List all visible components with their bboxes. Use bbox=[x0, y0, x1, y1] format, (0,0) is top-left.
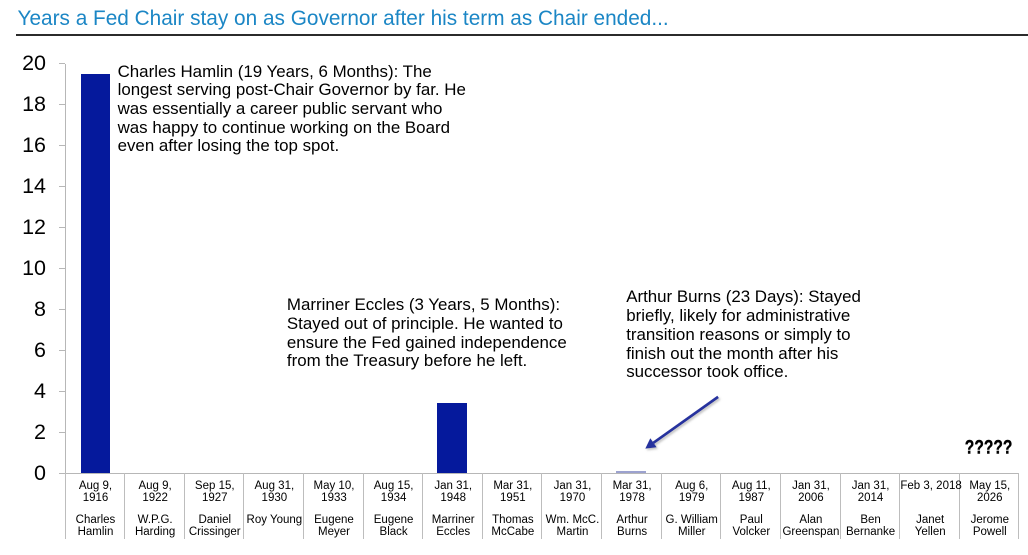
svg-text:?????: ????? bbox=[965, 436, 1013, 458]
